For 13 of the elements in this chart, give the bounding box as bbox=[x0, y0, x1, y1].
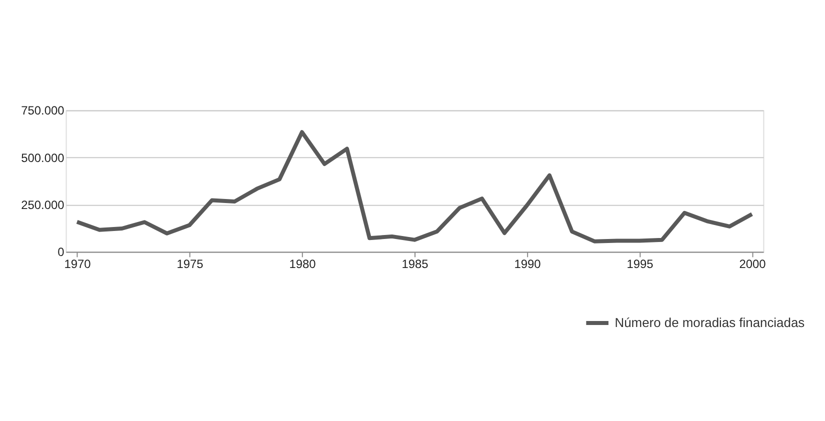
y-tick-label: 250.000 bbox=[21, 198, 65, 212]
x-tick-label: 1970 bbox=[64, 257, 92, 272]
line-series bbox=[75, 130, 754, 244]
x-tick-label: 1980 bbox=[289, 257, 316, 272]
y-tick-label: 500.000 bbox=[21, 150, 65, 165]
legend-label: Número de moradias financiadas bbox=[614, 314, 805, 330]
y-tick-label: 750.000 bbox=[21, 104, 65, 118]
x-tick-label: 2000 bbox=[739, 257, 766, 272]
y-tick-label: 0 bbox=[58, 245, 65, 260]
x-tick-label: 1985 bbox=[402, 257, 429, 272]
x-tick-label: 1975 bbox=[176, 257, 204, 272]
x-tick-label: 1995 bbox=[626, 257, 654, 272]
x-tick-label: 1990 bbox=[514, 257, 542, 272]
